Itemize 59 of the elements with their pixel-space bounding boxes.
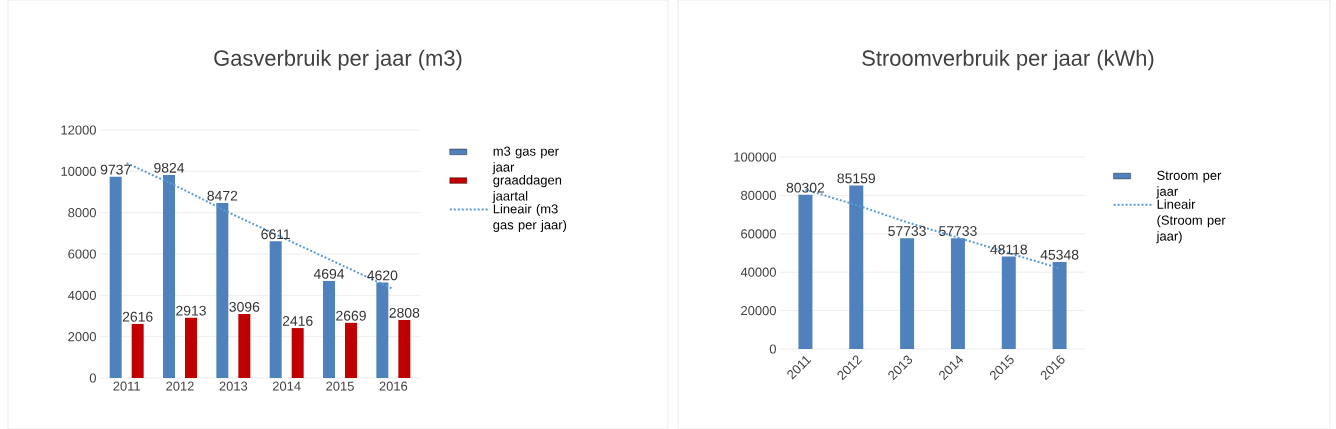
chart-title: Stroomverbruik per jaar (kWh)	[862, 49, 1154, 71]
y-tick-label: 100000	[734, 152, 776, 162]
y-tick-label: 6000	[68, 249, 96, 259]
y-tick-label: 4000	[67, 290, 96, 300]
bar	[269, 241, 282, 378]
x-tick-label: 2011	[113, 381, 140, 391]
x-tick-label: 2012	[166, 381, 194, 391]
data-label: 57733	[888, 226, 926, 236]
y-tick-label: 8000	[68, 208, 96, 218]
data-label: 85159	[837, 173, 875, 184]
bar	[185, 317, 198, 378]
data-label: 4694	[313, 268, 345, 279]
legend-label: Lineair (Stroom per jaar)	[1156, 199, 1226, 244]
data-label: 2669	[336, 310, 366, 321]
bar	[345, 322, 358, 378]
bar	[291, 328, 304, 378]
legend-label: graaddagen jaartal	[492, 175, 562, 204]
x-tick-label: 2015	[326, 381, 354, 391]
bar	[398, 319, 411, 378]
data-label: 80302	[786, 182, 825, 193]
y-tick-label: 80000	[741, 190, 776, 200]
data-label: 45348	[1040, 249, 1079, 260]
y-tick-label: 10000	[61, 166, 96, 176]
data-label: 2416	[282, 315, 313, 326]
x-tick-label: 2013	[219, 381, 248, 391]
data-label: 2616	[122, 311, 153, 322]
x-tick-label: 2014	[272, 381, 301, 391]
data-label: 8472	[207, 190, 238, 201]
bar	[216, 202, 229, 378]
data-label: 9737	[100, 164, 131, 175]
data-label: 57733	[939, 226, 977, 236]
bar	[798, 194, 813, 349]
legend-label: Lineair (m3 gas per jaar)	[493, 203, 567, 232]
bar	[900, 238, 915, 349]
bar	[376, 282, 389, 378]
x-tick-label: 2016	[379, 381, 408, 391]
bar	[163, 174, 176, 378]
data-label: 4620	[367, 270, 398, 281]
bar	[1001, 256, 1016, 349]
bar	[131, 323, 144, 378]
bar	[1052, 261, 1067, 349]
data-label: 2808	[389, 307, 420, 318]
y-tick-label: 60000	[741, 229, 776, 239]
y-tick-label: 20000	[741, 306, 776, 316]
bar	[323, 280, 336, 378]
bar	[238, 314, 251, 378]
data-label: 9824	[154, 162, 185, 173]
y-tick-label: 0	[89, 373, 96, 383]
bar	[849, 185, 864, 349]
y-tick-label: 40000	[740, 267, 776, 277]
bar	[109, 176, 122, 378]
data-label: 2913	[176, 305, 206, 316]
y-tick-label: 0	[769, 344, 776, 354]
bar	[950, 238, 965, 349]
legend-label: Stroom per jaar	[1156, 170, 1222, 199]
data-label: 3096	[229, 301, 260, 312]
y-tick-label: 12000	[61, 125, 96, 135]
chart-title: Gasverbruik per jaar (m3)	[214, 49, 462, 71]
y-tick-label: 2000	[68, 332, 96, 342]
